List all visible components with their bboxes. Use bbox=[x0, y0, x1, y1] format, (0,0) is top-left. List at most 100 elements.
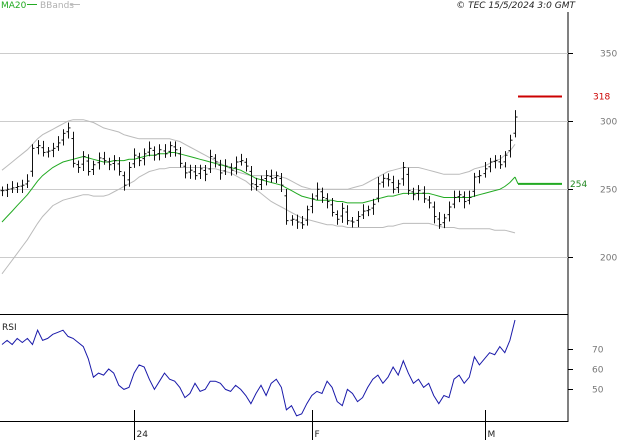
ohlc-bar bbox=[488, 157, 493, 173]
ohlc-bar bbox=[239, 153, 244, 166]
ohlc-bar bbox=[437, 212, 442, 229]
ohlc-bar bbox=[198, 164, 203, 180]
ohlc-bar bbox=[371, 198, 376, 215]
ohlc-bar bbox=[493, 155, 498, 169]
ohlc-bar bbox=[229, 163, 234, 176]
ohlc-bar bbox=[163, 144, 168, 158]
price-levels: 318 254 bbox=[514, 93, 610, 190]
ma20-series bbox=[1, 152, 516, 223]
ohlc-bar bbox=[112, 155, 117, 171]
ohlc-bar bbox=[97, 152, 102, 170]
ohlc-bar bbox=[315, 182, 320, 201]
price-axis-ticks: 200 250 300 350 bbox=[568, 50, 617, 264]
ohlc-bar bbox=[178, 147, 183, 168]
y-tick-label-250: 250 bbox=[600, 186, 617, 196]
ohlc-bar bbox=[76, 160, 81, 173]
ohlc-bars bbox=[0, 110, 518, 229]
y-tick-label-300: 300 bbox=[600, 118, 617, 128]
ohlc-bar bbox=[477, 170, 482, 184]
ohlc-bar bbox=[396, 179, 401, 194]
rsi-tick-label-50: 50 bbox=[592, 386, 604, 396]
ohlc-bar bbox=[386, 173, 391, 187]
ohlc-bar bbox=[284, 189, 289, 225]
ohlc-bar bbox=[376, 177, 381, 203]
ohlc-bar bbox=[335, 210, 340, 225]
rsi-axis-ticks: 50 60 70 bbox=[568, 346, 604, 396]
ohlc-bar bbox=[5, 183, 10, 198]
ohlc-bar bbox=[66, 122, 71, 139]
ohlc-bar bbox=[203, 165, 208, 182]
ohlc-bar bbox=[234, 156, 239, 175]
target-level-label: 318 bbox=[593, 93, 610, 103]
ma20-line bbox=[1, 152, 516, 223]
ohlc-bar bbox=[462, 191, 467, 209]
ohlc-bar bbox=[447, 201, 452, 222]
ohlc-bar bbox=[46, 147, 51, 158]
ohlc-bar bbox=[274, 171, 279, 183]
ohlc-bar bbox=[432, 201, 437, 224]
ohlc-bar bbox=[264, 170, 269, 186]
ohlc-bar bbox=[36, 140, 41, 155]
ohlc-bar bbox=[330, 198, 335, 217]
ohlc-bar bbox=[513, 110, 518, 138]
ohlc-bar bbox=[168, 141, 173, 157]
ohlc-bar bbox=[381, 174, 386, 188]
ohlc-bar bbox=[305, 205, 310, 226]
ohlc-bar bbox=[269, 169, 274, 183]
rsi-panel-title: RSI bbox=[2, 323, 17, 333]
ohlc-bar bbox=[183, 162, 188, 179]
rsi-series bbox=[1, 319, 516, 417]
ohlc-bar bbox=[244, 158, 249, 172]
x-tick-label-F: F bbox=[315, 430, 320, 440]
ohlc-bar bbox=[193, 165, 198, 180]
x-tick-label-24: 24 bbox=[137, 430, 149, 440]
ohlc-bar bbox=[249, 165, 254, 191]
y-tick-label-350: 350 bbox=[600, 50, 617, 60]
ohlc-bar bbox=[340, 202, 345, 223]
ohlc-bar bbox=[472, 172, 477, 197]
ohlc-bar bbox=[254, 177, 259, 191]
ohlc-bar bbox=[422, 186, 427, 203]
ohlc-bar bbox=[401, 162, 406, 186]
ohlc-bar bbox=[259, 175, 264, 190]
ohlc-bar bbox=[117, 157, 122, 176]
ohlc-bar bbox=[391, 175, 396, 194]
ohlc-bar bbox=[137, 152, 142, 167]
ohlc-bar bbox=[127, 162, 132, 187]
ohlc-bar bbox=[498, 155, 503, 169]
ohlc-bar bbox=[325, 193, 330, 209]
ohlc-bar bbox=[86, 154, 91, 176]
bollinger-bands bbox=[1, 119, 516, 275]
x-tick-label-M: M bbox=[488, 430, 496, 440]
bbands-legend-label: BBands bbox=[40, 1, 74, 11]
ohlc-bar bbox=[30, 144, 35, 177]
ohlc-bar bbox=[173, 141, 178, 157]
ohlc-bar bbox=[147, 141, 152, 157]
ohlc-bar bbox=[213, 154, 218, 168]
ohlc-bar bbox=[122, 171, 127, 191]
bb-lower-line bbox=[1, 167, 516, 275]
ohlc-bar bbox=[427, 195, 432, 209]
ohlc-bar bbox=[157, 144, 162, 161]
copyright-timestamp: © TEC 15/5/2024 3:0 GMT bbox=[456, 1, 576, 11]
y-tick-label-200: 200 bbox=[600, 254, 617, 264]
ohlc-bar bbox=[81, 151, 86, 171]
time-axis: 24FMAM bbox=[134, 410, 496, 440]
ohlc-bar bbox=[416, 185, 421, 201]
ohlc-bar bbox=[71, 131, 76, 168]
ma20-legend-label: MA20 bbox=[1, 1, 27, 11]
ma20-connector bbox=[514, 176, 519, 185]
price-gridlines bbox=[0, 53, 568, 258]
ohlc-bar bbox=[320, 187, 325, 203]
ohlc-bar bbox=[345, 205, 350, 225]
ohlc-bar bbox=[356, 211, 361, 228]
ohlc-bar bbox=[350, 216, 355, 228]
ohlc-bar bbox=[152, 146, 157, 161]
ohlc-bar bbox=[107, 157, 112, 171]
ohlc-bar bbox=[51, 142, 56, 158]
ohlc-bar bbox=[503, 151, 508, 168]
ohlc-bar bbox=[91, 160, 96, 175]
ohlc-bar bbox=[102, 151, 107, 165]
rsi-tick-label-60: 60 bbox=[592, 366, 604, 376]
